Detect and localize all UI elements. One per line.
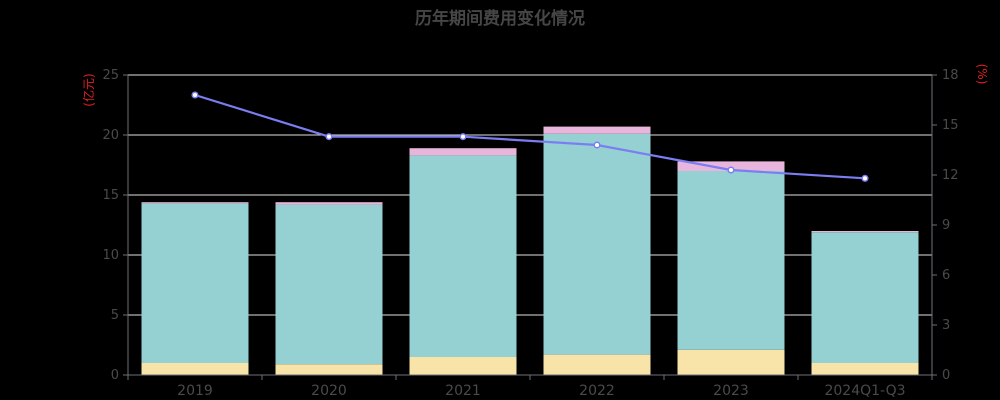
right-axis-unit: (%) [975,64,989,85]
right-tick-label: 15 [942,118,959,133]
right-tick-label: 6 [942,268,950,283]
grid-layer [128,74,932,316]
line-point [191,91,199,99]
right-tick-label: 12 [942,168,959,183]
x-tick-label: 2020 [311,383,347,399]
bar-segment [543,126,651,134]
right-tick-label: 0 [942,368,950,383]
x-tick-label: 2023 [713,383,749,399]
bar-segment [141,203,249,363]
left-tick-label: 10 [102,248,119,263]
line-layer [191,91,869,182]
line-point [593,141,601,149]
left-tick-label: 20 [102,128,119,143]
line-point [459,133,467,141]
left-axis-unit: (亿元) [81,73,96,106]
line-series [194,93,866,180]
bar-segment [811,231,919,233]
bar-segment [811,363,919,375]
bar-segment [677,349,785,375]
bar-segment [141,202,249,204]
bar-segment [141,363,249,375]
bar-segment [409,148,517,156]
chart-title: 历年期间费用变化情况 [415,9,585,29]
bar-segment [275,364,383,375]
right-tick-label: 9 [942,218,950,233]
bar-segment [543,133,651,355]
left-tick-label: 15 [102,188,119,203]
bar-segment [275,204,383,365]
x-tick-label: 2024Q1-Q3 [824,383,905,399]
right-tick-label: 3 [942,318,950,333]
left-tick-label: 5 [111,308,119,323]
x-tick-label: 2021 [445,383,481,399]
bars-layer [141,126,919,375]
line-point [325,133,333,141]
left-tick-label: 0 [111,368,119,383]
left-tick-label: 25 [102,68,119,83]
bar-segment [677,161,785,171]
bar-segment [811,232,919,363]
x-tick-label: 2019 [177,383,213,399]
x-tick-label: 2022 [579,383,615,399]
line-point [861,174,869,182]
line-point [727,166,735,174]
bar-segment [275,202,383,205]
right-tick-label: 18 [942,68,959,83]
bar-segment [677,171,785,350]
bar-segment [409,357,517,375]
bar-segment [409,155,517,357]
axis-layer: 0 5 10 15 20 25 0 3 6 9 12 15 18 2019 2020 2021 2022 2023… [102,68,958,399]
bar-segment [543,354,651,375]
